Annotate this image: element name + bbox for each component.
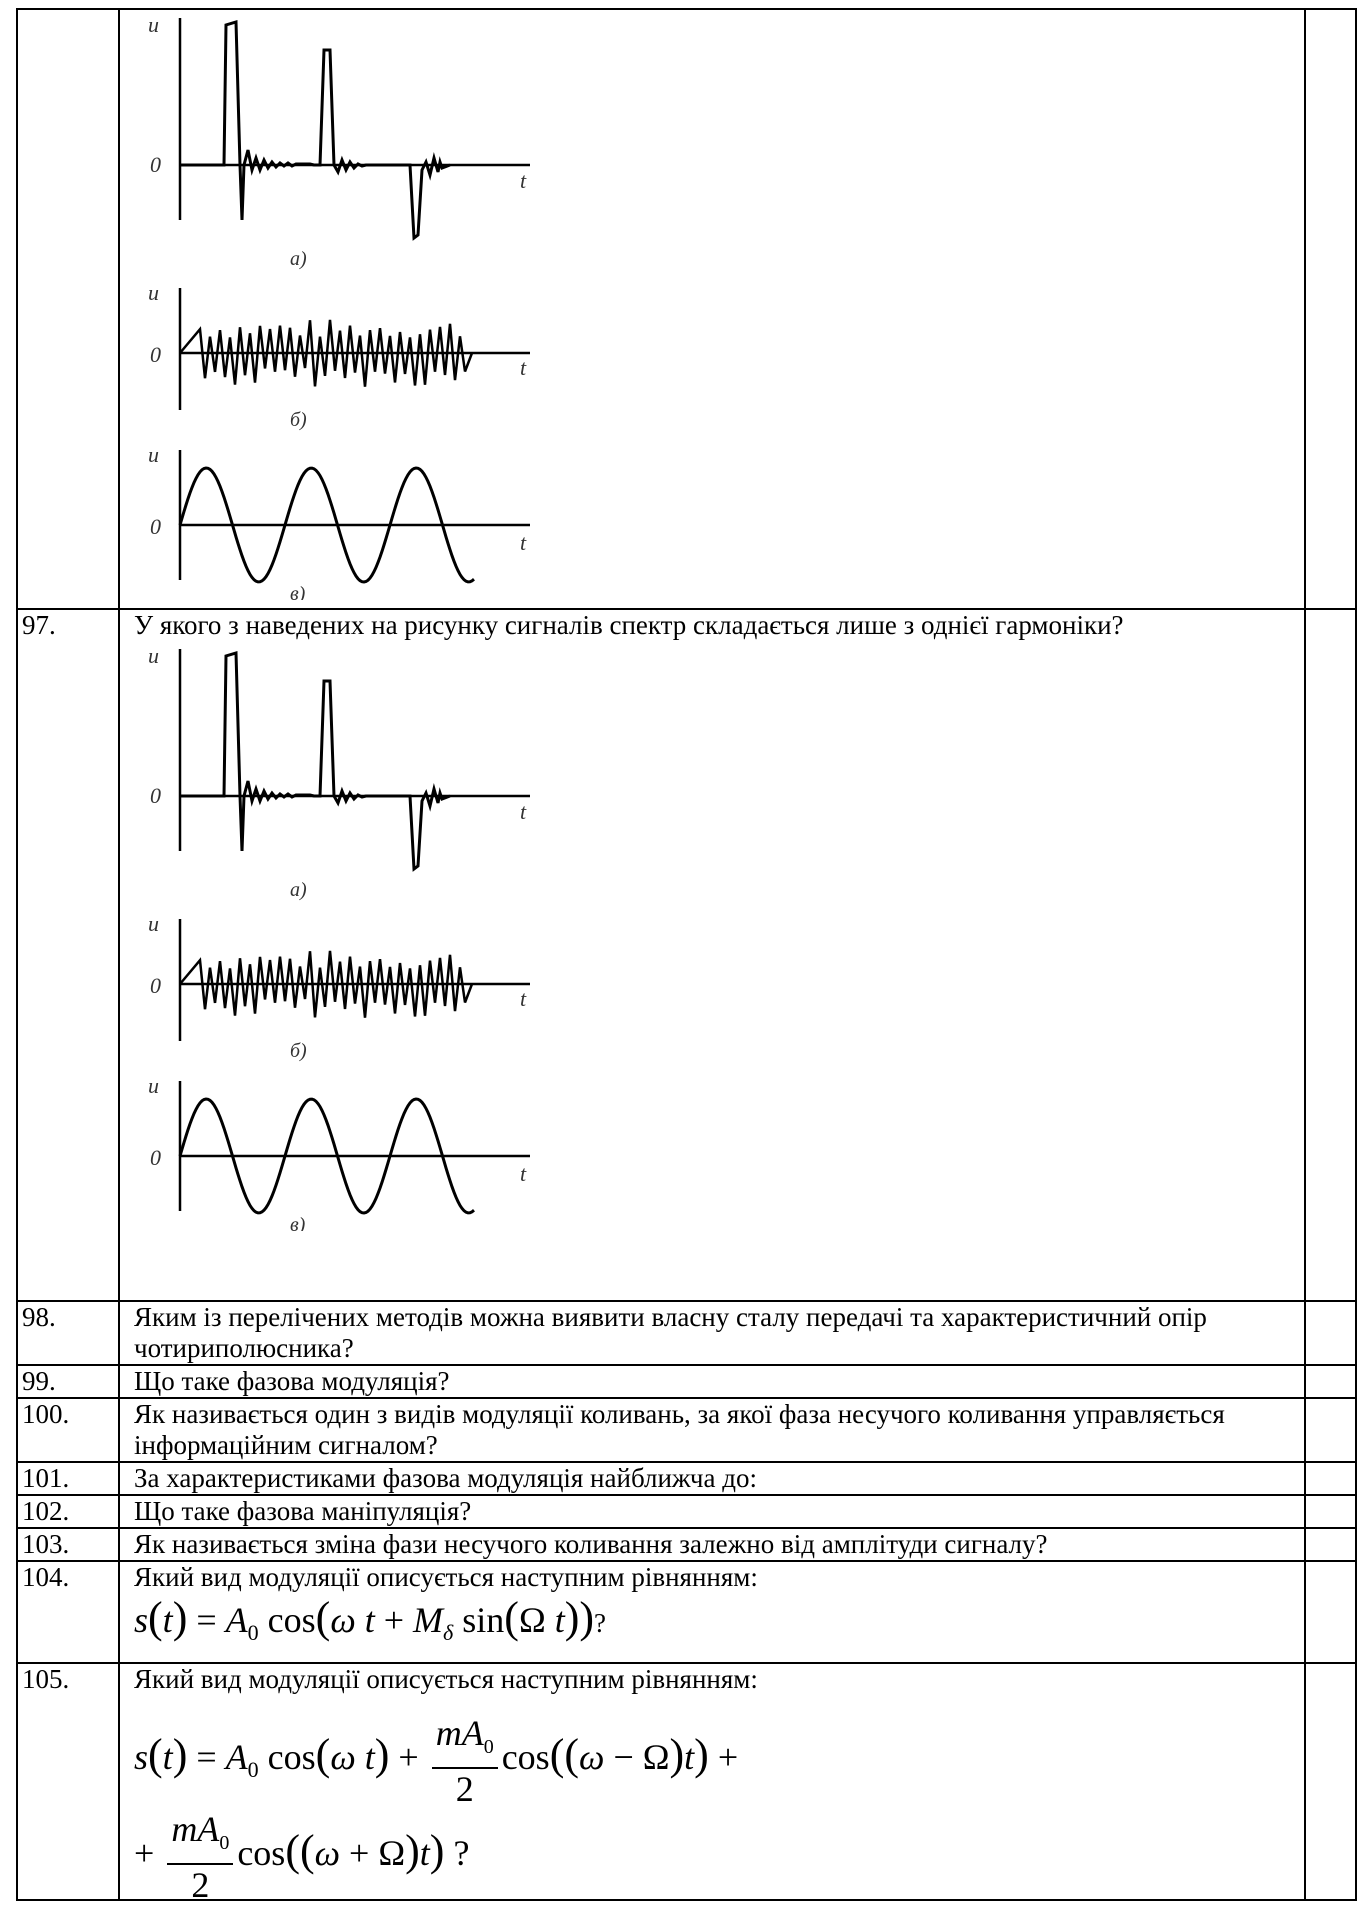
answer-cell xyxy=(1304,1364,1357,1399)
figure-slot: u 0 t а) u 0 t б) u 0 t в) xyxy=(120,641,1294,1231)
panel-a: u 0 t а) xyxy=(148,643,530,901)
answer-cell xyxy=(1304,1662,1357,1902)
table-row: u 0 t а) u 0 t б) u 0 t в) xyxy=(16,8,1357,610)
question-number: 100. xyxy=(16,1397,120,1463)
signal-a xyxy=(180,20,451,241)
question-number: 98. xyxy=(16,1300,120,1366)
table-row: 102. Що таке фазова маніпуляція? xyxy=(16,1494,1357,1529)
equation-104: s(t) = A0 cos(ω t + Mδ sin(Ω t))? xyxy=(134,1593,607,1646)
question-number: 102. xyxy=(16,1494,120,1529)
figure-slot: u 0 t а) u 0 t б) u 0 t в) xyxy=(120,10,1304,600)
y-label: u xyxy=(148,12,159,37)
question-content: Який вид модуляції описується наступним … xyxy=(118,1662,1306,1906)
y-label: u xyxy=(148,643,159,668)
table-row: 98. Яким із перелічених методів можна ви… xyxy=(16,1300,1357,1366)
equation-105: s(t) = A0 cos(ω t) + mA0 2 cos((ω − Ω)t) +… xyxy=(134,1712,739,1906)
panel-label-b: б) xyxy=(290,409,307,431)
question-number: 97. xyxy=(16,608,120,1302)
answer-cell xyxy=(1304,1559,1357,1665)
answer-cell xyxy=(1304,8,1357,610)
question-content: У якого з наведених на рисунку сигналів … xyxy=(118,608,1306,1302)
zero-label: 0 xyxy=(150,973,161,998)
t-label: t xyxy=(520,530,527,555)
signal-b xyxy=(179,950,474,1018)
t-label: t xyxy=(520,168,527,193)
y-label: u xyxy=(148,442,159,467)
table-row: 105. Який вид модуляції описується насту… xyxy=(16,1662,1357,1906)
panel-label-c: в) xyxy=(290,583,306,600)
table-row: 103. Як називається зміна фази несучого … xyxy=(16,1527,1357,1562)
answer-cell xyxy=(1304,1494,1357,1529)
answer-cell xyxy=(1304,1461,1357,1496)
table-row: 100. Як називається один з видів модуляц… xyxy=(16,1397,1357,1463)
y-label: u xyxy=(148,911,159,936)
question-text: Що таке фазова модуляція? xyxy=(118,1364,1306,1399)
question-number: 103. xyxy=(16,1527,120,1562)
t-label: t xyxy=(520,986,527,1011)
question-text: Як називається зміна фази несучого колив… xyxy=(118,1527,1306,1562)
t-label: t xyxy=(520,799,527,824)
panel-c: u 0 t в) xyxy=(148,1073,530,1231)
panel-label-a: а) xyxy=(290,879,307,901)
question-text: Яким із перелічених методів можна виявит… xyxy=(118,1300,1306,1366)
question-number: 99. xyxy=(16,1364,120,1399)
question-number xyxy=(16,8,120,610)
table-row: 99. Що таке фазова модуляція? xyxy=(16,1364,1357,1399)
panel-label-b: б) xyxy=(290,1040,307,1062)
panel-label-a: а) xyxy=(290,248,307,270)
signal-a xyxy=(180,651,451,872)
t-label: t xyxy=(520,355,527,380)
zero-label: 0 xyxy=(150,152,161,177)
panel-c: u 0 t в) xyxy=(148,442,530,600)
zero-label: 0 xyxy=(150,342,161,367)
y-label: u xyxy=(148,280,159,305)
answer-cell xyxy=(1304,1300,1357,1366)
answer-cell xyxy=(1304,1397,1357,1463)
zero-label: 0 xyxy=(150,1145,161,1170)
question-number: 101. xyxy=(16,1461,120,1496)
panel-a: u 0 t а) xyxy=(148,12,530,270)
question-text: Що таке фазова маніпуляція? xyxy=(118,1494,1306,1529)
questions-table: u 0 t а) u 0 t б) u 0 t в) xyxy=(16,8,1357,1906)
table-row: 97. У якого з наведених на рисунку сигна… xyxy=(16,608,1357,1302)
signal-c xyxy=(178,466,475,584)
answer-cell xyxy=(1304,608,1357,1302)
signal-c xyxy=(178,1097,475,1215)
panel-b: u 0 t б) xyxy=(148,911,530,1062)
zero-label: 0 xyxy=(150,783,161,808)
table-row: 104. Який вид модуляції описується насту… xyxy=(16,1559,1357,1665)
signal-figure: u 0 t а) u 0 t б) u 0 t в) xyxy=(148,12,530,600)
signal-b xyxy=(179,319,474,387)
panel-b: u 0 t б) xyxy=(148,280,530,431)
question-content: u 0 t а) u 0 t б) u 0 t в) xyxy=(118,8,1306,610)
table-row: 101. За характеристиками фазова модуляці… xyxy=(16,1461,1357,1496)
answer-cell xyxy=(1304,1527,1357,1562)
question-text: Який вид модуляції описується наступним … xyxy=(134,1664,758,1695)
question-number: 105. xyxy=(16,1662,120,1902)
question-content: Який вид модуляції описується наступним … xyxy=(118,1559,1306,1665)
panel-label-c: в) xyxy=(290,1214,306,1231)
y-label: u xyxy=(148,1073,159,1098)
question-text: Який вид модуляції описується наступним … xyxy=(134,1562,758,1592)
t-label: t xyxy=(520,1161,527,1186)
question-text: За характеристиками фазова модуляція най… xyxy=(118,1461,1306,1496)
question-text: У якого з наведених на рисунку сигналів … xyxy=(134,610,1124,640)
question-number: 104. xyxy=(16,1559,120,1665)
signal-figure: u 0 t а) u 0 t б) u 0 t в) xyxy=(148,643,530,1231)
question-text: Як називається один з видів модуляції ко… xyxy=(118,1397,1306,1463)
zero-label: 0 xyxy=(150,514,161,539)
